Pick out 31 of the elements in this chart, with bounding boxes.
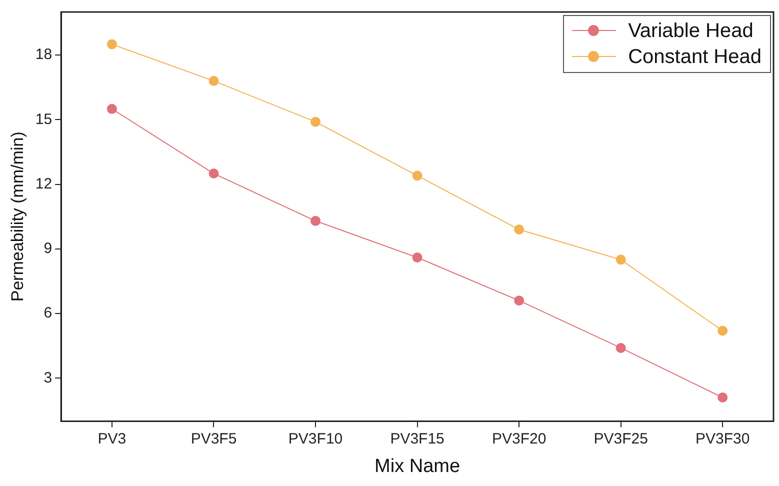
point (514, 296, 524, 306)
y-tick-label: 6 (44, 304, 52, 322)
x-tick-label: PV3F15 (390, 430, 444, 448)
y-tick-label: 12 (35, 175, 52, 192)
x-tick-label: PV3F10 (288, 430, 343, 448)
point (616, 342, 626, 353)
point (208, 168, 219, 179)
point (718, 392, 728, 403)
point (412, 170, 422, 181)
y-tick-label: 15 (35, 110, 52, 128)
point (106, 39, 117, 50)
point (106, 104, 117, 114)
point (412, 252, 422, 263)
point (310, 116, 321, 127)
point (310, 216, 321, 226)
x-axis-title: Mix Name (374, 456, 460, 477)
y-axis-title: Permeability (mm/min) (8, 132, 27, 302)
point (514, 224, 524, 235)
point (616, 254, 626, 265)
legend-label: Constant Head (628, 45, 762, 70)
x-tick-label: PV3F5 (190, 430, 237, 448)
x-tick-label: PV3F20 (492, 430, 546, 448)
y-tick-label: 9 (44, 240, 52, 258)
point (718, 326, 728, 336)
point (208, 76, 219, 86)
x-tick-label: PV3F30 (696, 430, 750, 448)
y-tick-label: 18 (35, 46, 52, 64)
x-tick-label: PV3F25 (594, 430, 648, 448)
x-tick-label: PV3 (98, 430, 126, 448)
y-tick-label: 3 (44, 369, 52, 386)
legend-label: Variable Head (628, 19, 754, 44)
